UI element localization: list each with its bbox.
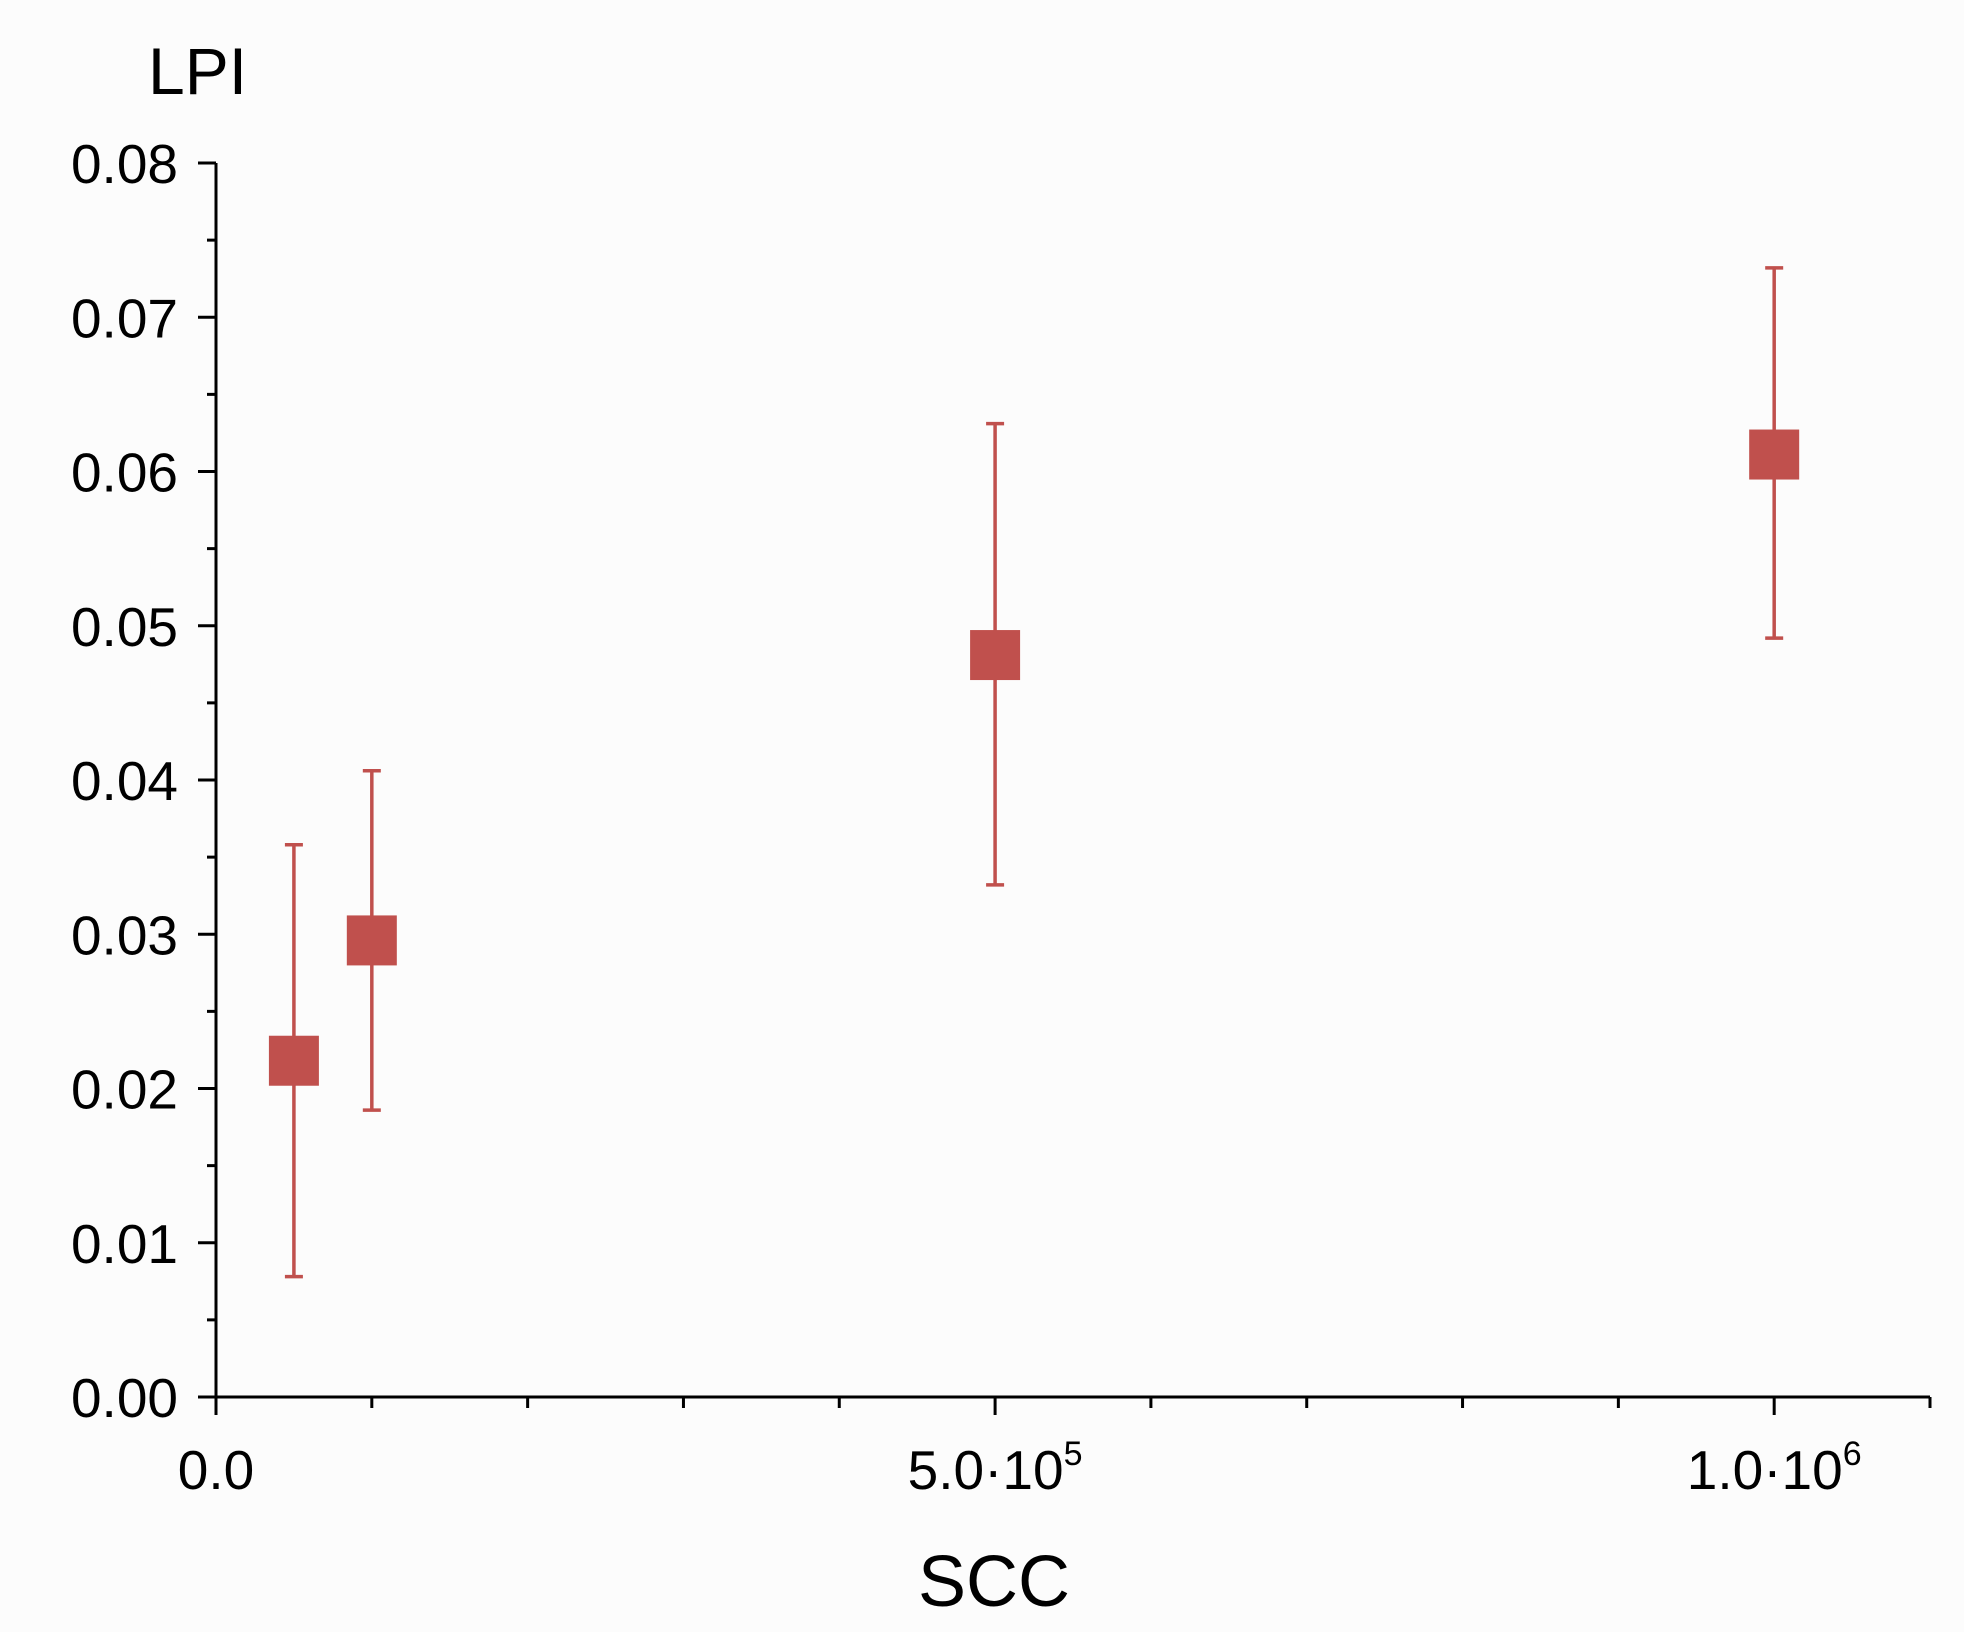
- y-tick-label: 0.07: [71, 287, 178, 349]
- data-point-square: [1749, 429, 1800, 480]
- y-tick-label: 0.04: [71, 750, 178, 812]
- axes: [214, 163, 1930, 1399]
- data-point-square: [970, 630, 1021, 681]
- y-tick-label: 0.08: [71, 133, 178, 195]
- y-tick-label: 0.06: [71, 442, 178, 504]
- x-axis-title: SCC: [918, 1542, 1070, 1622]
- data-points: [268, 266, 1800, 1279]
- x-tick-label: 1.0·106: [1687, 1435, 1862, 1501]
- y-tick-label: 0.02: [71, 1059, 178, 1121]
- y-axis-ticks: 0.00 0.01 0.02 0.03 0.04 0.05 0.06 0.07 0.08: [71, 133, 216, 1429]
- x-tick-label: 5.0·105: [908, 1435, 1083, 1501]
- x-tick-label: 0.0: [178, 1439, 254, 1501]
- data-point-square: [346, 915, 397, 966]
- data-point-square: [268, 1035, 319, 1086]
- y-tick-label: 0.05: [71, 596, 178, 658]
- y-axis-title: LPI: [148, 34, 247, 108]
- y-tick-label: 0.00: [71, 1367, 178, 1429]
- y-tick-label: 0.03: [71, 904, 178, 966]
- y-tick-label: 0.01: [71, 1213, 178, 1275]
- x-axis-ticks: 0.0 5.0·105 1.0·106: [178, 1397, 1932, 1501]
